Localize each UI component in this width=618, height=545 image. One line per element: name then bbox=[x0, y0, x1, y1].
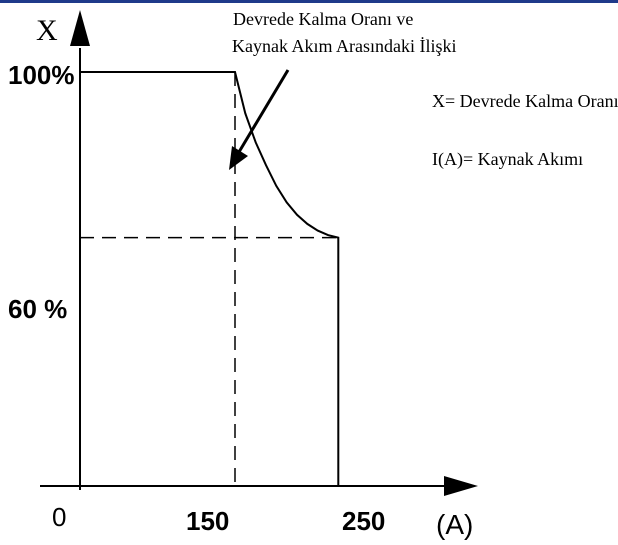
x-tick-label-150: 150 bbox=[186, 506, 229, 536]
annotation-line-2: Kaynak Akım Arasındaki İlişki bbox=[232, 36, 456, 56]
y-axis-arrow bbox=[70, 10, 90, 46]
top-border-rule bbox=[0, 0, 618, 3]
origin-label: 0 bbox=[52, 502, 66, 532]
duty-cycle-curve bbox=[80, 71, 340, 486]
annotation-line-1: Devrede Kalma Oranı ve bbox=[233, 9, 413, 29]
y-axis-label: X bbox=[36, 14, 58, 47]
x-axis-label: (A) bbox=[436, 509, 473, 540]
x-tick-label-250: 250 bbox=[342, 506, 385, 536]
y-tick-label-100: 100% bbox=[8, 60, 75, 90]
annotation-arrow-head bbox=[229, 146, 248, 170]
legend-item-x: X= Devrede Kalma Oranı bbox=[432, 91, 618, 111]
x-axis-arrow bbox=[444, 476, 478, 496]
legend-item-i: I(A)= Kaynak Akımı bbox=[432, 149, 583, 170]
annotation-arrow-shaft bbox=[237, 69, 290, 153]
y-tick-label-60: 60 % bbox=[8, 294, 67, 324]
